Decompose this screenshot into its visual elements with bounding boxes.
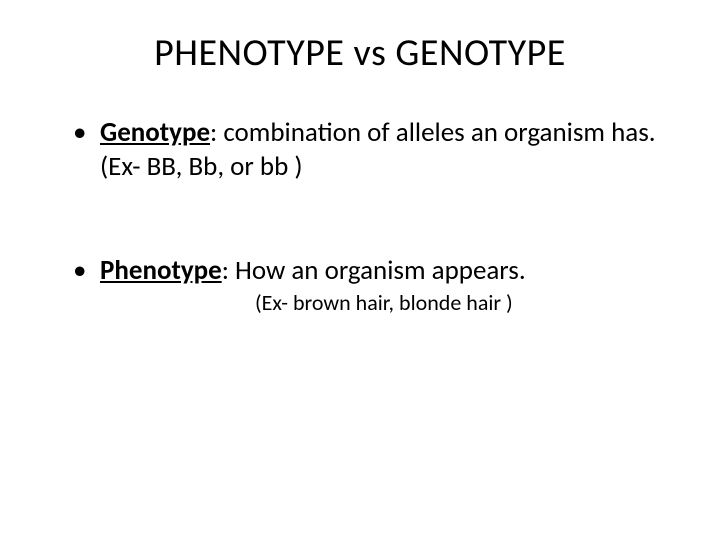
term-genotype: Genotype [100,116,210,149]
slide-title: PHENOTYPE vs GENOTYPE [50,30,670,76]
slide-container: PHENOTYPE vs GENOTYPE Genotype: combinat… [0,0,720,540]
bullet-list: Genotype: combination of alleles an orga… [50,116,670,317]
term-phenotype: Phenotype [100,254,222,287]
bullet-item-genotype: Genotype: combination of alleles an orga… [78,116,670,184]
sub-example-phenotype: (Ex- brown hair, blonde hair ) [255,289,670,317]
bullet-item-phenotype: Phenotype: How an organism appears. (Ex-… [78,254,670,317]
definition-phenotype: : How an organism appears. [222,254,526,287]
